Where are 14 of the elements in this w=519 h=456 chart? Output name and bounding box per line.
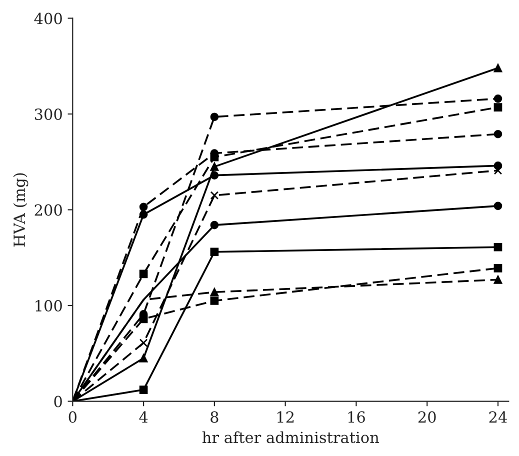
y-tick-label: 400 (34, 12, 62, 24)
y-tick-label: 100 (36, 300, 62, 312)
y-tick-label: 300 (34, 108, 62, 120)
x-tick-label: 16 (348, 411, 365, 423)
x-tick-label: 4 (139, 411, 148, 423)
x-axis-title: hr after administration (202, 431, 379, 444)
y-axis-title: HVA (mg) (13, 173, 28, 247)
x-tick-label: 20 (418, 411, 436, 423)
y-tick-label: 200 (34, 204, 62, 216)
x-tick-label: 0 (68, 411, 77, 423)
y-tick-label: 0 (54, 396, 62, 408)
x-tick-label: 8 (210, 411, 218, 423)
x-tick-label: 24 (489, 411, 507, 423)
x-tick-label: 12 (277, 411, 294, 423)
